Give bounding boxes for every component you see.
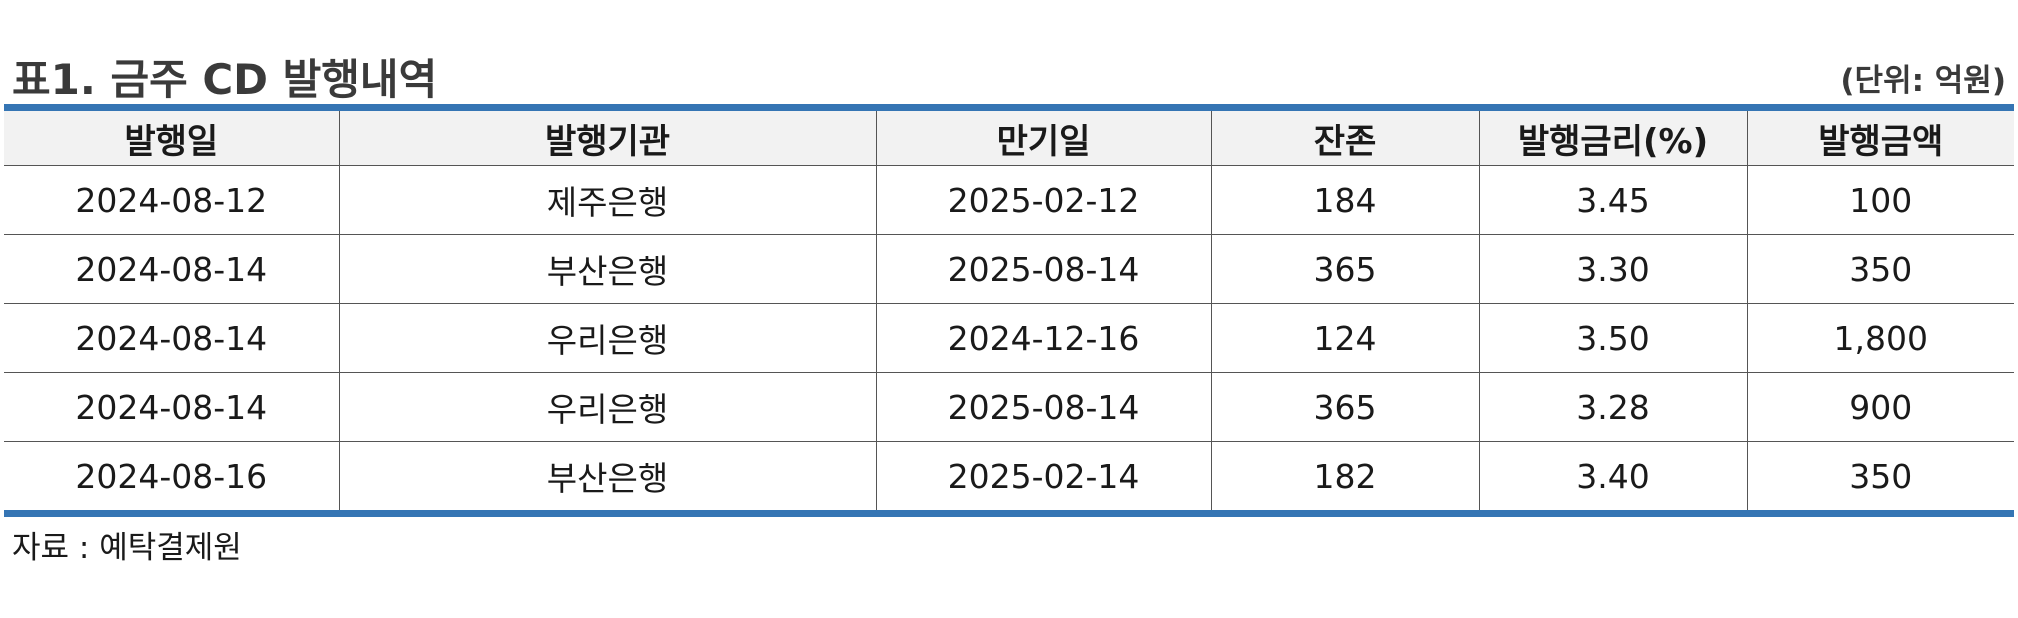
cell-issue-rate: 3.30 — [1478, 234, 1747, 304]
cell-issue-date: 2024-08-16 — [75, 456, 268, 496]
cell-issue-rate: 3.40 — [1478, 441, 1747, 510]
header-maturity-date: 만기일 — [875, 111, 1211, 166]
unit-label: (단위: 억원) — [1840, 63, 2006, 99]
cell-issue-amount: 100 — [1746, 165, 2014, 235]
table-row: 2024-08-12 제주은행 2025-02-12 184 3.45 100 — [4, 165, 2014, 235]
header-remaining-days: 잔존 — [1210, 111, 1479, 166]
cell-issue-date: 2024-08-14 — [4, 372, 339, 442]
cell-maturity-date: 2025-02-14 — [875, 441, 1211, 510]
cell-remaining-days: 365 — [1210, 234, 1479, 304]
header-issue-amount: 발행금액 — [1746, 111, 2014, 166]
table-title: 표1. 금주 CD 발행내역 — [12, 55, 438, 104]
cell-maturity-date: 2025-08-14 — [875, 234, 1211, 304]
table-row: 2024-08-14 우리은행 2025-08-14 365 3.28 900 — [4, 372, 2014, 442]
cell-issue-amount: 350 — [1746, 441, 2014, 510]
cell-maturity-date: 2024-12-16 — [875, 303, 1211, 373]
cell-remaining-days: 182 — [1210, 441, 1479, 510]
header-issue-rate: 발행금리(%) — [1478, 111, 1747, 166]
header-row: 발행일 발행기관 만기일 잔존 발행금리(%) 발행금액 — [4, 111, 2014, 166]
cell-remaining-days: 124 — [1210, 303, 1479, 373]
cell-issuer: 우리은행 — [338, 372, 876, 442]
cd-issuance-table: 발행일 발행기관 만기일 잔존 발행금리(%) 발행금액 2024-08-12 … — [4, 104, 2014, 517]
cell-maturity-date: 2025-02-12 — [875, 165, 1211, 235]
cell-issue-amount: 1,800 — [1746, 303, 2014, 373]
source-note: 자료 : 예탁결제원 — [12, 530, 242, 566]
cell-issuer: 부산은행 — [338, 234, 876, 304]
cell-issuer: 우리은행 — [338, 303, 876, 373]
table-row: 2024-08-14 우리은행 2024-12-16 124 3.50 1,80… — [4, 303, 2014, 373]
cell-remaining-days: 184 — [1210, 165, 1479, 235]
cell-issue-rate: 3.45 — [1478, 165, 1747, 235]
cell-issue-date: 2024-08-12 — [4, 165, 339, 235]
cell-issue-rate: 3.50 — [1478, 303, 1747, 373]
cell-issue-date: 2024-08-14 — [4, 234, 339, 304]
header-issue-date: 발행일 — [4, 111, 339, 166]
cell-issue-amount: 900 — [1746, 372, 2014, 442]
cell-maturity-date: 2025-08-14 — [875, 372, 1211, 442]
cell-issue-amount: 350 — [1746, 234, 2014, 304]
cell-issuer: 제주은행 — [338, 165, 876, 235]
header-issuer: 발행기관 — [338, 111, 876, 166]
table-row: 2024-08-14 부산은행 2025-08-14 365 3.30 350 — [4, 234, 2014, 304]
cell-issue-rate: 3.28 — [1478, 372, 1747, 442]
cell-issue-date: 2024-08-14 — [4, 303, 339, 373]
table-row: 2024-08-16 부산은행 2025-02-14 182 3.40 350 — [4, 441, 2014, 510]
cell-issuer: 부산은행 — [338, 441, 876, 510]
cell-remaining-days: 365 — [1210, 372, 1479, 442]
